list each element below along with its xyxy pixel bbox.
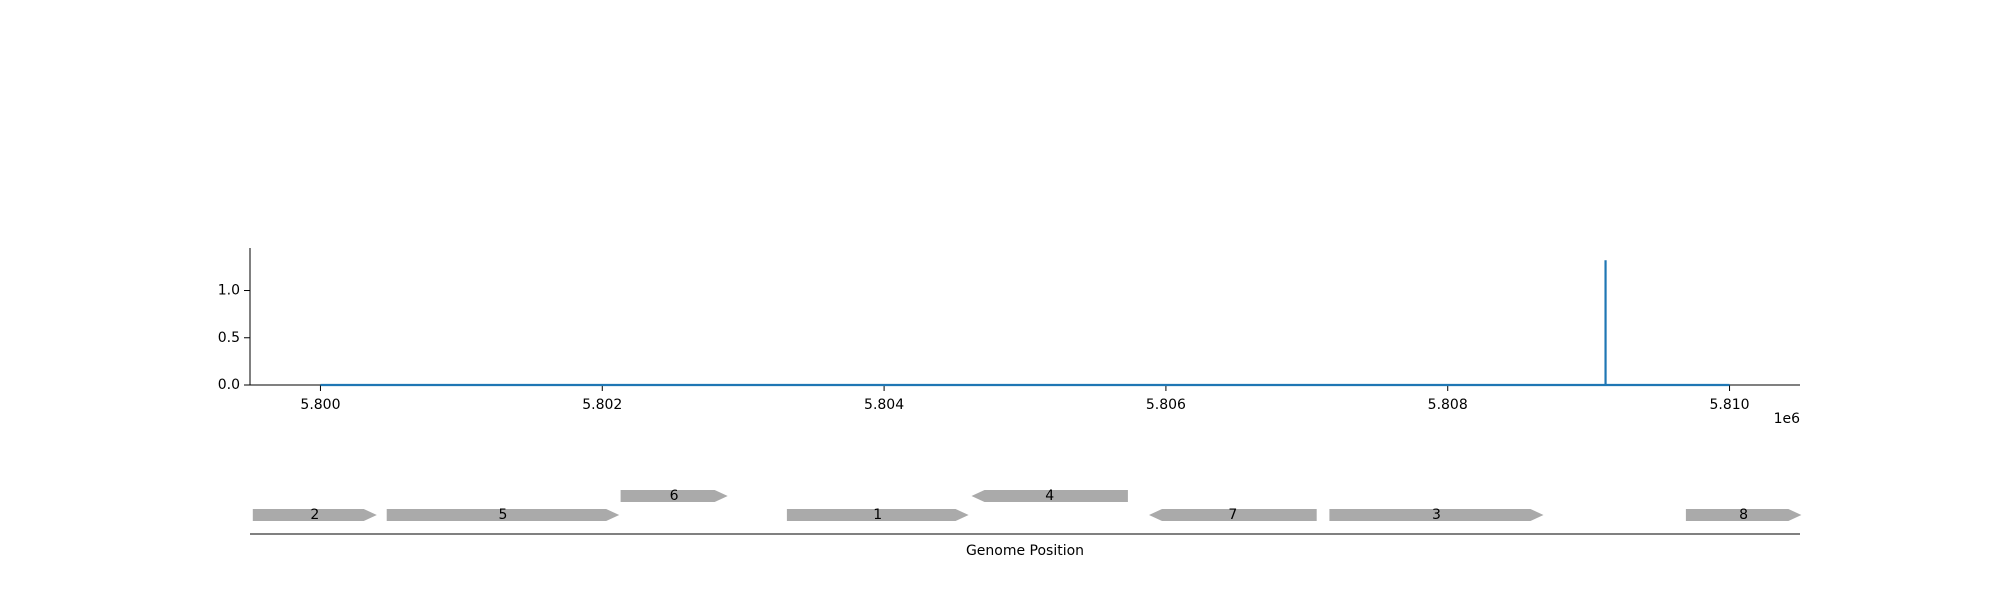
gene-feature: 5 — [386, 507, 620, 523]
gene-feature: 2 — [252, 507, 377, 523]
gene-label: 4 — [1045, 488, 1054, 504]
x-tick-label: 5.804 — [864, 397, 904, 413]
gene-track-xlabel: Genome Position — [966, 543, 1084, 559]
series-line — [320, 260, 1730, 387]
gene-label: 3 — [1432, 507, 1441, 523]
gene-arrow — [1149, 509, 1317, 521]
gene-label: 2 — [310, 507, 319, 523]
gene-feature: 8 — [1685, 507, 1802, 523]
gene-feature: 6 — [620, 488, 728, 504]
gene-arrow — [252, 509, 377, 521]
x-tick-label: 5.802 — [582, 397, 622, 413]
gene-label: 8 — [1739, 507, 1748, 523]
gene-label: 7 — [1228, 507, 1237, 523]
y-tick-label: 0.5 — [218, 330, 240, 346]
gene-feature: 3 — [1329, 507, 1544, 523]
coverage-plot: 0.0 0.5 1.0 5.800 5.802 5.804 5.806 5.808 5.810… — [218, 248, 1800, 427]
series-layer — [320, 260, 1730, 387]
x-offset-label: 1e6 — [1774, 411, 1801, 427]
gene-track: 2 5 6 1 4 7 3 8 Genome Position — [250, 488, 1802, 559]
gene-label: 6 — [670, 488, 679, 504]
gene-label: 1 — [873, 507, 882, 523]
gene-feature: 7 — [1149, 507, 1317, 523]
gene-arrow — [971, 490, 1128, 502]
gene-arrow — [1685, 509, 1802, 521]
genes-layer: 2 5 6 1 4 7 3 8 — [252, 488, 1802, 523]
gene-label: 5 — [498, 507, 507, 523]
y-ticks: 0.0 0.5 1.0 — [218, 283, 250, 393]
x-tick-label: 5.808 — [1428, 397, 1468, 413]
gene-feature: 4 — [971, 488, 1128, 504]
y-tick-label: 1.0 — [218, 283, 240, 299]
x-tick-label: 5.800 — [300, 397, 340, 413]
x-tick-label: 5.806 — [1146, 397, 1186, 413]
gene-feature: 1 — [786, 507, 969, 523]
gene-arrow — [386, 509, 620, 521]
y-tick-label: 0.0 — [218, 377, 240, 393]
x-tick-label: 5.810 — [1709, 397, 1749, 413]
gene-arrow — [786, 509, 969, 521]
x-ticks: 5.800 5.802 5.804 5.806 5.808 5.810 — [300, 385, 1750, 413]
gene-arrow — [620, 490, 728, 502]
gene-arrow — [1329, 509, 1544, 521]
